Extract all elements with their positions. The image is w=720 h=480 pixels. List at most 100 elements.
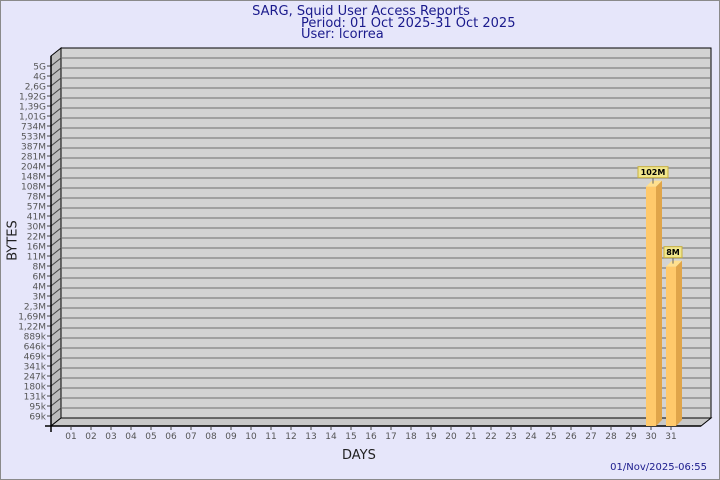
y-tick-diag bbox=[50, 267, 62, 277]
y-tick-diag bbox=[50, 57, 62, 67]
data-label: 102M bbox=[641, 168, 666, 177]
y-tick-diag bbox=[50, 227, 62, 237]
y-tick-label: 1,01G bbox=[19, 113, 46, 123]
y-tick-label: 469k bbox=[24, 353, 47, 363]
x-axis-label: DAYS bbox=[342, 448, 376, 463]
y-tick-label: 3M bbox=[33, 293, 47, 303]
bar-side bbox=[676, 260, 682, 426]
y-tick-label: 2,3M bbox=[24, 303, 46, 313]
data-label-box bbox=[637, 166, 669, 179]
data-label-box bbox=[663, 246, 683, 259]
y-tick-diag bbox=[50, 157, 62, 167]
y-tick-diag bbox=[50, 407, 62, 417]
x-tick-label: 08 bbox=[205, 432, 217, 442]
chart-user: User: lcorrea bbox=[301, 27, 384, 42]
x-tick-label: 10 bbox=[245, 432, 257, 442]
x-tick-label: 24 bbox=[525, 432, 537, 442]
y-tick-diag bbox=[50, 317, 62, 327]
y-tick-diag bbox=[50, 187, 62, 197]
y-tick-diag bbox=[50, 167, 62, 177]
y-tick-label: 2,6G bbox=[25, 83, 46, 93]
x-tick-label: 25 bbox=[545, 432, 556, 442]
y-tick-label: 131k bbox=[24, 393, 47, 403]
y-tick-label: 6M bbox=[33, 273, 47, 283]
y-tick-diag bbox=[50, 337, 62, 347]
x-tick-label: 07 bbox=[185, 432, 196, 442]
y-tick-diag bbox=[50, 97, 62, 107]
x-tick-label: 11 bbox=[265, 432, 276, 442]
y-tick-label: 30M bbox=[27, 223, 46, 233]
x-tick-label: 06 bbox=[165, 432, 177, 442]
x-tick-label: 16 bbox=[365, 432, 377, 442]
y-tick-label: 1,22M bbox=[18, 323, 46, 333]
x-tick-label: 26 bbox=[565, 432, 577, 442]
y-tick-diag bbox=[50, 197, 62, 207]
y-tick-label: 1,69M bbox=[18, 313, 46, 323]
y-tick-label: 533M bbox=[21, 133, 46, 143]
y-tick-diag bbox=[50, 347, 62, 357]
y-tick-diag bbox=[50, 117, 62, 127]
timestamp: 01/Nov/2025-06:55 bbox=[610, 462, 707, 473]
x-tick-label: 05 bbox=[145, 432, 156, 442]
y-tick-diag bbox=[50, 127, 62, 137]
chart-period: Period: 01 Oct 2025-31 Oct 2025 bbox=[301, 16, 516, 31]
y-tick-label: 108M bbox=[21, 183, 46, 193]
y-tick-label: 1,92G bbox=[19, 93, 46, 103]
bar-side bbox=[656, 180, 662, 426]
y-tick-diag bbox=[50, 77, 62, 87]
y-tick-diag bbox=[50, 207, 62, 217]
x-tick-label: 09 bbox=[225, 432, 237, 442]
x-tick-label: 04 bbox=[125, 432, 137, 442]
x-tick-label: 22 bbox=[485, 432, 496, 442]
y-tick-diag bbox=[50, 387, 62, 397]
x-tick-label: 17 bbox=[385, 432, 396, 442]
y-tick-diag bbox=[50, 107, 62, 117]
y-tick-label: 69k bbox=[29, 413, 46, 423]
x-tick-label: 28 bbox=[605, 432, 617, 442]
y-tick-label: 889k bbox=[24, 333, 47, 343]
y-tick-diag bbox=[50, 177, 62, 187]
y-tick-label: 95k bbox=[29, 403, 46, 413]
x-tick-label: 31 bbox=[665, 432, 676, 442]
bar bbox=[646, 186, 656, 426]
x-tick-label: 18 bbox=[405, 432, 417, 442]
y-tick-diag bbox=[50, 217, 62, 227]
y-tick-label: 341k bbox=[24, 363, 47, 373]
y-tick-label: 148M bbox=[21, 173, 46, 183]
x-tick-label: 20 bbox=[445, 432, 457, 442]
y-tick-diag bbox=[50, 307, 62, 317]
x-tick-label: 13 bbox=[305, 432, 316, 442]
y-tick-diag bbox=[50, 137, 62, 147]
y-tick-label: 247k bbox=[24, 373, 47, 383]
x-tick-label: 12 bbox=[285, 432, 296, 442]
x-tick-label: 19 bbox=[425, 432, 437, 442]
x-tick-label: 23 bbox=[505, 432, 516, 442]
y-tick-diag bbox=[50, 147, 62, 157]
y-tick-label: 22M bbox=[27, 233, 46, 243]
y-tick-label: 1,39G bbox=[19, 103, 46, 113]
y-tick-label: 41M bbox=[27, 213, 46, 223]
y-tick-label: 8M bbox=[33, 263, 47, 273]
y-tick-diag bbox=[50, 357, 62, 367]
y-tick-label: 387M bbox=[21, 143, 46, 153]
bar bbox=[666, 266, 676, 426]
y-tick-label: 57M bbox=[27, 203, 46, 213]
x-tick-label: 29 bbox=[625, 432, 637, 442]
y-tick-label: 646k bbox=[24, 343, 47, 353]
y-tick-diag bbox=[50, 287, 62, 297]
y-tick-label: 180k bbox=[24, 383, 47, 393]
chart-title: SARG, Squid User Access Reports bbox=[252, 4, 470, 19]
x-tick-label: 21 bbox=[465, 432, 476, 442]
y-tick-label: 11M bbox=[27, 253, 46, 263]
y-tick-diag bbox=[50, 87, 62, 97]
bar-top bbox=[646, 180, 662, 187]
y-tick-diag bbox=[50, 397, 62, 407]
y-tick-diag bbox=[50, 327, 62, 337]
y-tick-label: 5G bbox=[33, 63, 46, 73]
y-tick-diag bbox=[50, 67, 62, 77]
x-tick-label: 01 bbox=[65, 432, 76, 442]
y-tick-diag bbox=[50, 277, 62, 287]
x-tick-label: 27 bbox=[585, 432, 596, 442]
